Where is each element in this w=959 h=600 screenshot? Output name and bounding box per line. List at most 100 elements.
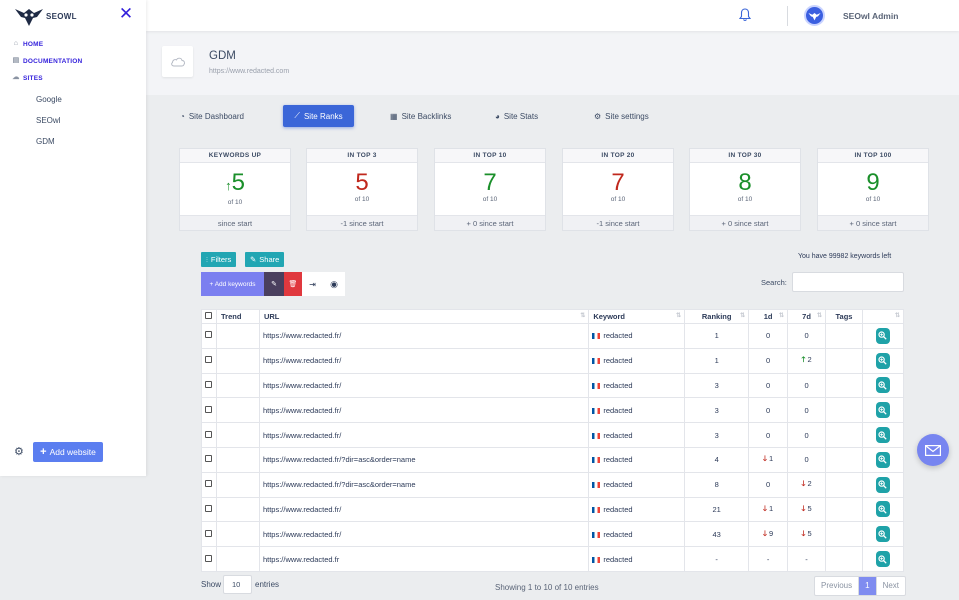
url-cell[interactable]: https://www.redacted.fr/ (258, 521, 590, 548)
delta-1d-cell: 0 (748, 372, 789, 399)
row-checkbox[interactable] (201, 446, 217, 473)
url-cell[interactable]: https://www.redacted.fr/ (258, 496, 590, 523)
url-cell[interactable]: https://www.redacted.fr/ (258, 397, 590, 424)
bell-icon[interactable] (739, 8, 751, 22)
col-7d[interactable]: 7d ⇅ (787, 309, 827, 324)
previous-button[interactable]: Previous (821, 581, 853, 590)
row-checkbox[interactable] (201, 323, 217, 349)
tab-site-dashboard[interactable]: ◔ Site Dashboard (172, 105, 252, 127)
row-checkbox[interactable] (201, 471, 217, 498)
url-cell[interactable]: https://www.redacted.fr/?dir=asc&order=n… (258, 471, 590, 498)
export-icon[interactable]: ⇥ (302, 272, 323, 296)
next-button[interactable]: Next (875, 577, 905, 595)
site-title: GDM (209, 50, 236, 62)
filters-button[interactable]: ⫶ Filters (201, 252, 237, 267)
zoom-icon[interactable] (875, 427, 890, 444)
action-cell (861, 496, 905, 523)
url-cell[interactable]: https://www.redacted.fr (258, 546, 590, 572)
sidebar-site-gdm[interactable]: GDM (36, 137, 55, 146)
keyword-cell: redacted (588, 471, 686, 498)
trend-cell (215, 422, 260, 448)
dashboard-icon: ◔ (180, 111, 185, 121)
avatar[interactable] (804, 5, 825, 26)
add-keywords-button[interactable]: + Add keywords (201, 272, 264, 296)
sort-icon: ⇅ (779, 313, 785, 319)
nav-home[interactable]: ⌂ HOME (12, 40, 43, 48)
owl-logo-icon (15, 9, 43, 26)
card-of: of 10 (610, 196, 626, 203)
ranking-cell: - (684, 546, 750, 572)
col-trend[interactable]: Trend (215, 309, 260, 324)
user-name[interactable]: SEOwl Admin (843, 11, 899, 21)
row-checkbox[interactable] (201, 372, 217, 399)
nav-documentation[interactable]: ▤ DOCUMENTATION (12, 57, 83, 65)
tab-label: Site Ranks (303, 111, 343, 121)
url-cell[interactable]: https://www.redacted.fr/?dir=asc&order=n… (258, 446, 590, 473)
tab-site-backlinks[interactable]: ▦ Site Backlinks (382, 105, 459, 127)
row-checkbox[interactable] (201, 397, 217, 424)
share-button[interactable]: ✎ Share (245, 252, 285, 267)
card-value: 9 (866, 169, 880, 196)
table-row: https://www.redacted.fr/redacted 43 🡓 9 🡓 5 (201, 521, 905, 548)
edit-pencil-icon[interactable]: ✎ (264, 272, 284, 296)
url-cell[interactable]: https://www.redacted.fr/ (258, 323, 590, 349)
cloud-icon: ☁ (12, 74, 20, 81)
sidebar-site-seowl[interactable]: SEOwl (36, 116, 61, 125)
header-divider (787, 6, 788, 26)
table-row: https://www.redacted.fr/redacted 3 0 0 (201, 372, 905, 399)
url-cell[interactable]: https://www.redacted.fr/ (258, 422, 590, 448)
page-1-button[interactable]: 1 (858, 577, 876, 595)
zoom-icon[interactable] (875, 327, 890, 344)
col-ranking[interactable]: Ranking ⇅ (684, 309, 750, 324)
zoom-icon[interactable] (875, 352, 890, 369)
select-all-checkbox[interactable] (201, 309, 217, 324)
sort-icon: ⇅ (580, 313, 586, 319)
mail-fab[interactable] (917, 434, 949, 466)
tags-cell (825, 496, 863, 523)
row-checkbox[interactable] (201, 521, 217, 548)
col-keyword[interactable]: Keyword ⇅ (588, 309, 686, 324)
search-input[interactable] (792, 272, 904, 292)
tab-site-ranks[interactable]: ⟋ Site Ranks (283, 105, 354, 127)
site-header: GDM https://www.redacted.com (146, 31, 959, 95)
close-sidebar-icon[interactable]: ✕ (118, 4, 134, 23)
col-url[interactable]: URL ⇅ (258, 309, 590, 324)
add-website-button[interactable]: + Add website (33, 442, 103, 462)
url-cell[interactable]: https://www.redacted.fr/ (258, 347, 590, 374)
table-row: https://www.redacted.fr/redacted 3 0 0 (201, 422, 905, 448)
eye-icon[interactable]: ◉ (323, 272, 345, 296)
col-tags[interactable]: Tags (825, 309, 863, 324)
home-icon: ⌂ (13, 40, 19, 47)
sidebar-site-google[interactable]: Google (36, 95, 62, 104)
show-label: Show (201, 580, 222, 589)
site-url[interactable]: https://www.redacted.com (209, 68, 290, 75)
zoom-icon[interactable] (875, 526, 890, 543)
keywords-left: You have 99982 keywords left (798, 253, 892, 260)
table-row: https://www.redacted.fr/redacted 21 🡓 1 🡓 5 (201, 496, 905, 523)
trend-cell (215, 372, 260, 399)
zoom-icon[interactable] (875, 402, 890, 419)
brand[interactable]: SEOWL (14, 4, 77, 28)
cloud-icon (170, 57, 185, 67)
zoom-icon[interactable] (875, 377, 890, 394)
row-checkbox[interactable] (201, 422, 217, 448)
zoom-icon[interactable] (875, 476, 890, 493)
settings-gear-icon[interactable]: ⚙ (14, 446, 24, 458)
col-1d[interactable]: 1d ⇅ (748, 309, 789, 324)
tab-site-settings[interactable]: ⚙ Site settings (586, 105, 657, 127)
stat-card-top3: IN TOP 3 5 of 10 -1 since start (306, 148, 418, 231)
row-checkbox[interactable] (201, 546, 217, 572)
row-checkbox[interactable] (201, 347, 217, 374)
url-cell[interactable]: https://www.redacted.fr/ (258, 372, 590, 399)
trash-icon[interactable]: 🗑 (284, 272, 302, 296)
nav-sites[interactable]: ☁ SITES (12, 74, 43, 82)
zoom-icon[interactable] (875, 551, 890, 568)
delta-1d-cell: 0 (748, 323, 789, 349)
tab-site-stats[interactable]: ◕ Site Stats (487, 105, 546, 127)
page-size-select[interactable]: 10 (223, 575, 252, 594)
delta-1d-cell: 0 (748, 422, 789, 448)
action-cell (861, 521, 905, 548)
zoom-icon[interactable] (875, 501, 890, 518)
row-checkbox[interactable] (201, 496, 217, 523)
zoom-icon[interactable] (875, 451, 890, 468)
